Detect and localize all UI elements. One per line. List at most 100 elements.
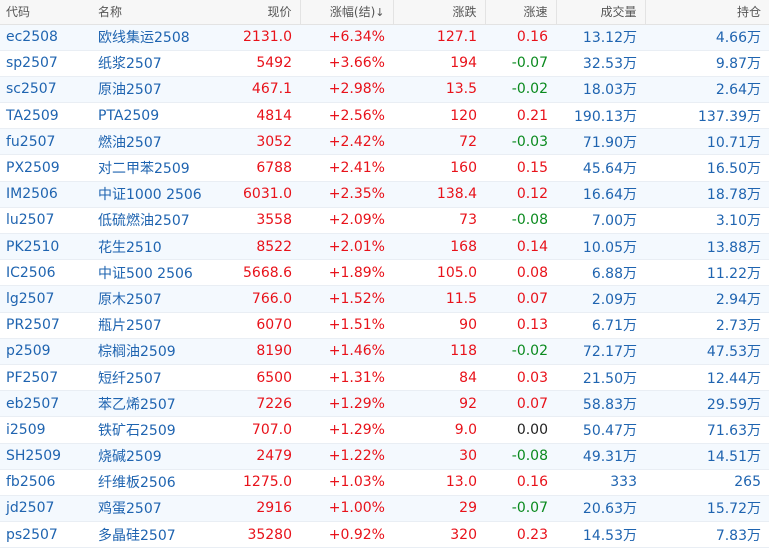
table-row[interactable]: TA2509 PTA2509 4814 +2.56% 120 0.21 190.13万 137… [0,102,769,130]
cell-volume: 7.00万 [556,207,645,235]
table-row[interactable]: SH2509 烧碱2509 2479 +1.22% 30 -0.08 49.31万 14.51… [0,443,769,470]
cell-speed: -0.08 [485,443,556,470]
cell-name[interactable]: 瓶片2507 [92,312,234,339]
cell-code[interactable]: IM2506 [0,181,92,208]
cell-code[interactable]: lu2507 [0,207,92,235]
cell-speed: 0.21 [485,102,556,130]
cell-price: 2131.0 [234,24,300,51]
cell-name[interactable]: 苯乙烯2507 [92,390,234,418]
cell-name[interactable]: 短纤2507 [92,364,234,392]
cell-change: 13.0 [393,469,485,496]
cell-open-interest: 2.64万 [645,76,769,104]
cell-name[interactable]: 燃油2507 [92,128,234,156]
column-header-price[interactable]: 现价 [234,0,300,25]
column-header-code[interactable]: 代码 [0,0,92,25]
table-row[interactable]: PF2507 短纤2507 6500 +1.31% 84 0.03 21.50万 12.44万 [0,364,769,392]
cell-name[interactable]: 纤维板2506 [92,469,234,496]
table-row[interactable]: ec2508 欧线集运2508 2131.0 +6.34% 127.1 0.16 13.12… [0,24,769,51]
table-row[interactable]: sc2507 原油2507 467.1 +2.98% 13.5 -0.02 18.03万 2.… [0,76,769,104]
cell-open-interest: 265 [645,469,769,496]
table-row[interactable]: PX2509 对二甲苯2509 6788 +2.41% 160 0.15 45.64万 16.… [0,154,769,182]
table-row[interactable]: ps2507 多晶硅2507 35280 +0.92% 320 0.23 14.53万 7.8… [0,521,769,548]
cell-volume: 21.50万 [556,364,645,392]
cell-code[interactable]: PX2509 [0,154,92,182]
cell-price: 5668.6 [234,259,300,287]
cell-name[interactable]: 铁矿石2509 [92,416,234,444]
cell-code[interactable]: jd2507 [0,495,92,523]
cell-name[interactable]: 对二甲苯2509 [92,154,234,182]
cell-name[interactable]: 烧碱2509 [92,443,234,470]
cell-open-interest: 137.39万 [645,102,769,130]
cell-volume: 10.05万 [556,233,645,261]
cell-name[interactable]: PTA2509 [92,102,234,130]
cell-change: 118 [393,338,485,365]
cell-name[interactable]: 中证500 2506 [92,259,234,287]
table-row[interactable]: sp2507 纸浆2507 5492 +3.66% 194 -0.07 32.53万 9.87… [0,50,769,77]
table-row[interactable]: fb2506 纤维板2506 1275.0 +1.03% 13.0 0.16 333 265 [0,469,769,496]
cell-speed: 0.03 [485,364,556,392]
cell-open-interest: 14.51万 [645,443,769,470]
column-header-open-interest[interactable]: 持仓 [644,0,769,25]
cell-change-pct: +1.51% [300,312,393,339]
cell-name[interactable]: 原木2507 [92,285,234,313]
column-header-name[interactable]: 名称 [92,0,234,25]
cell-name[interactable]: 棕榈油2509 [92,338,234,365]
cell-code[interactable]: ec2508 [0,24,92,51]
cell-code[interactable]: fu2507 [0,128,92,156]
table-row[interactable]: eb2507 苯乙烯2507 7226 +1.29% 92 0.07 58.83万 29.59… [0,390,769,418]
table-row[interactable]: i2509 铁矿石2509 707.0 +1.29% 9.0 0.00 50.47万 71.6… [0,416,769,444]
cell-name[interactable]: 欧线集运2508 [92,24,234,51]
column-header-name-label: 名称 [98,5,123,20]
cell-change-pct: +1.31% [300,364,393,392]
cell-volume: 2.09万 [556,285,645,313]
cell-open-interest: 16.50万 [645,154,769,182]
table-row[interactable]: PK2510 花生2510 8522 +2.01% 168 0.14 10.05万 13.88… [0,233,769,261]
cell-code[interactable]: IC2506 [0,259,92,287]
cell-code[interactable]: ps2507 [0,521,92,548]
cell-volume: 45.64万 [556,154,645,182]
table-row[interactable]: IM2506 中证1000 2506 6031.0 +2.35% 138.4 0.12 16… [0,181,769,208]
column-header-change[interactable]: 涨跌 [392,0,485,25]
cell-change: 90 [393,312,485,339]
column-header-speed-label: 涨速 [523,5,548,20]
cell-name[interactable]: 原油2507 [92,76,234,104]
cell-code[interactable]: lg2507 [0,285,92,313]
cell-name[interactable]: 花生2510 [92,233,234,261]
cell-code[interactable]: sp2507 [0,50,92,77]
cell-code[interactable]: p2509 [0,338,92,365]
table-row[interactable]: PR2507 瓶片2507 6070 +1.51% 90 0.13 6.71万 2.73万 [0,312,769,339]
cell-code[interactable]: PF2507 [0,364,92,392]
cell-code[interactable]: i2509 [0,416,92,444]
cell-code[interactable]: eb2507 [0,390,92,418]
cell-speed: -0.02 [485,76,556,104]
cell-code[interactable]: PR2507 [0,312,92,339]
cell-price: 467.1 [234,76,300,104]
table-row[interactable]: lu2507 低硫燃油2507 3558 +2.09% 73 -0.08 7.00万 3.10… [0,207,769,235]
table-row[interactable]: IC2506 中证500 2506 5668.6 +1.89% 105.0 0.08 6.8… [0,259,769,287]
cell-code[interactable]: fb2506 [0,469,92,496]
table-row[interactable]: lg2507 原木2507 766.0 +1.52% 11.5 0.07 2.09万 2.94… [0,285,769,313]
column-header-volume[interactable]: 成交量 [555,0,645,25]
cell-volume: 20.63万 [556,495,645,523]
cell-name[interactable]: 纸浆2507 [92,50,234,77]
cell-code[interactable]: TA2509 [0,102,92,130]
cell-name[interactable]: 多晶硅2507 [92,521,234,548]
cell-volume: 50.47万 [556,416,645,444]
column-header-change-pct[interactable]: 涨幅(结)↓ [299,0,393,25]
cell-code[interactable]: sc2507 [0,76,92,104]
cell-change-pct: +2.56% [300,102,393,130]
cell-name[interactable]: 低硫燃油2507 [92,207,234,235]
cell-change: 29 [393,495,485,523]
cell-name[interactable]: 鸡蛋2507 [92,495,234,523]
cell-change: 30 [393,443,485,470]
cell-code[interactable]: PK2510 [0,233,92,261]
table-row[interactable]: fu2507 燃油2507 3052 +2.42% 72 -0.03 71.90万 10.71… [0,128,769,156]
cell-change: 105.0 [393,259,485,287]
table-row[interactable]: jd2507 鸡蛋2507 2916 +1.00% 29 -0.07 20.63万 15.72… [0,495,769,523]
column-header-speed[interactable]: 涨速 [484,0,556,25]
cell-price: 6500 [234,364,300,392]
table-row[interactable]: p2509 棕榈油2509 8190 +1.46% 118 -0.02 72.17万 47.5… [0,338,769,365]
cell-speed: 0.15 [485,154,556,182]
cell-name[interactable]: 中证1000 2506 [92,181,234,208]
cell-code[interactable]: SH2509 [0,443,92,470]
